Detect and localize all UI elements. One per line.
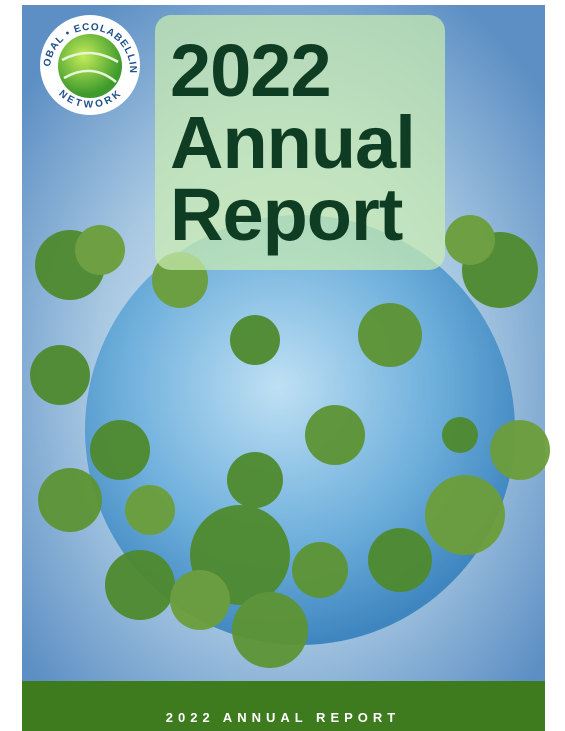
footer-text: 2022 ANNUAL REPORT <box>166 710 400 725</box>
title-line: Annual <box>170 101 415 184</box>
title-line: 2022 <box>170 29 331 112</box>
footer-band <box>22 681 545 731</box>
logo-swoosh <box>61 51 119 83</box>
logo-globe <box>58 34 122 98</box>
title-line: Report <box>170 173 403 256</box>
title-panel <box>155 15 445 270</box>
trees <box>30 215 550 668</box>
